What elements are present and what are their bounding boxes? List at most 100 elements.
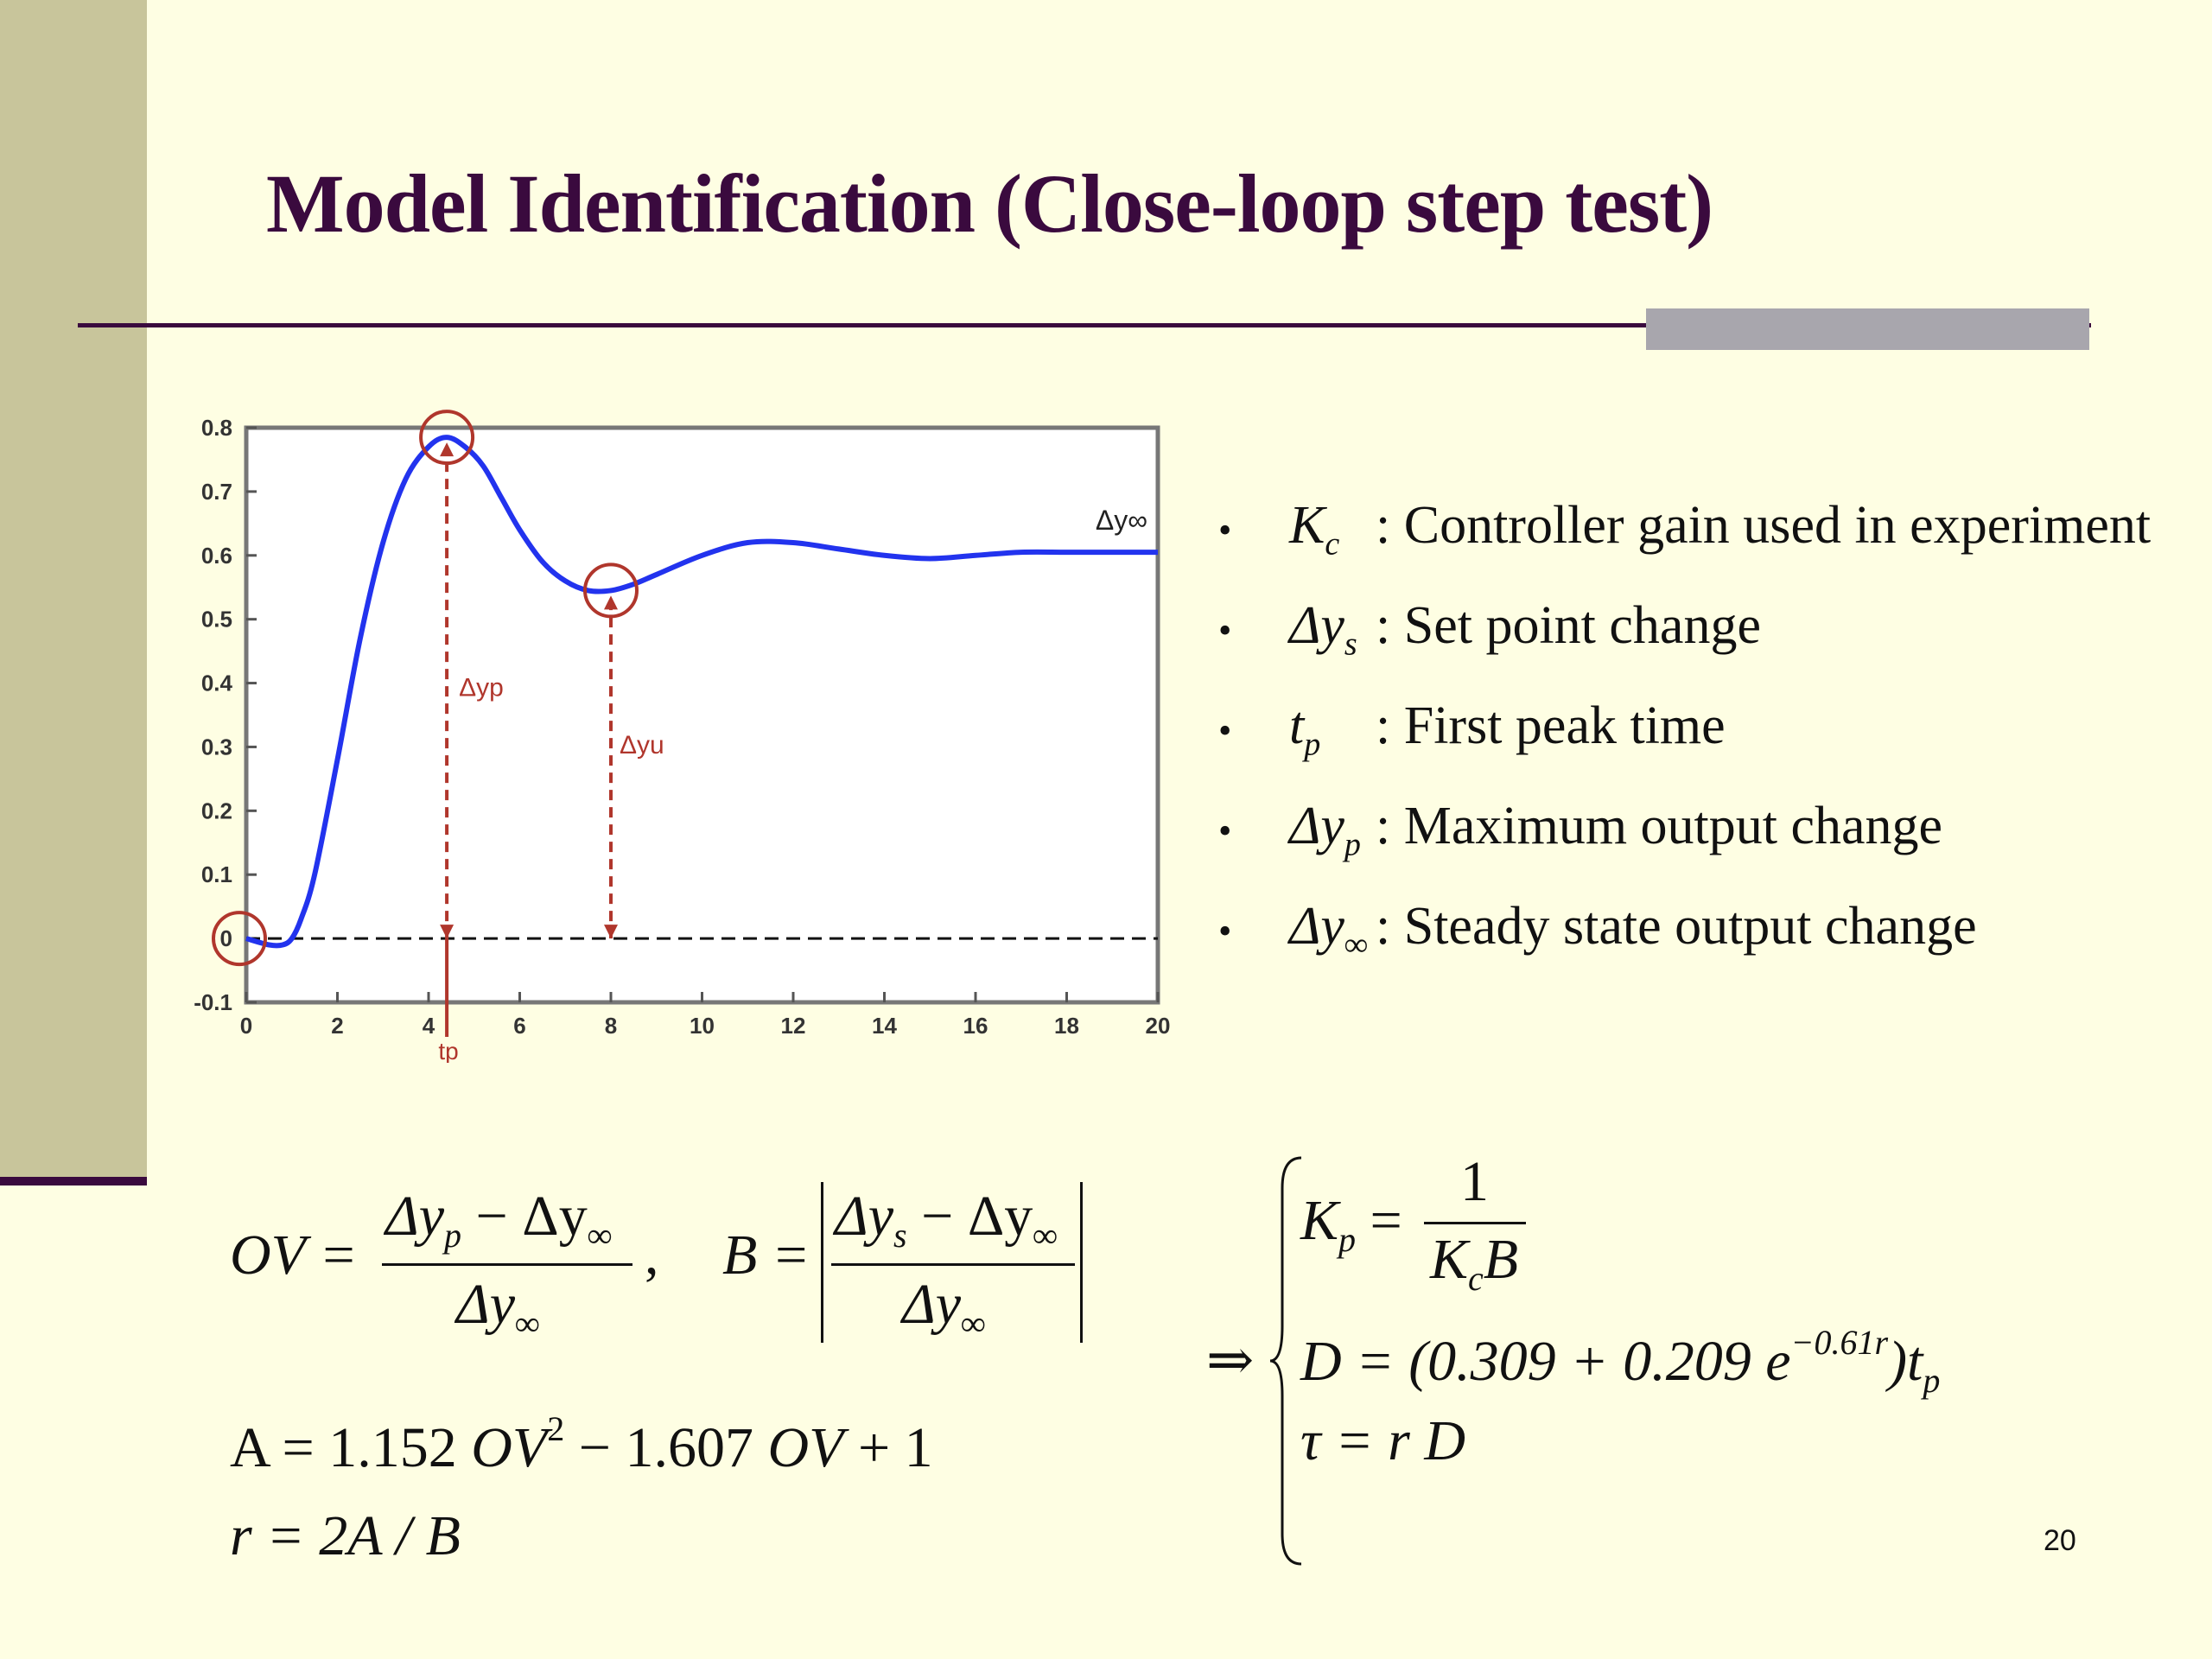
bullet-symbol: Δyp [1289, 789, 1376, 881]
annotation-arrowhead-up [604, 595, 618, 610]
x-tick-label: 0 [240, 1013, 252, 1039]
b-num-term1: Δy [835, 1185, 894, 1248]
a-equation: A = 1.152 OV2 − 1.607 OV + 1 [230, 1408, 933, 1481]
a-eq-ov2: OV [767, 1416, 844, 1479]
annotation-labels: Δyp Δyu tp Δy∞ [438, 505, 1147, 1063]
ov-num-sub2: ∞ [587, 1216, 613, 1255]
kp-denominator: KcB [1430, 1227, 1518, 1299]
tau-equation: τ = r D [1300, 1409, 1466, 1472]
ov-den-sub: ∞ [515, 1304, 540, 1343]
y-axis-ticks: -0.1 0 0.1 0.2 0.3 0.4 0.5 0.6 0.7 0.8 [194, 415, 257, 1015]
y-tick-label: 0.7 [201, 479, 232, 505]
x-tick-label: 10 [690, 1013, 715, 1039]
title-rule [78, 323, 2091, 327]
y-tick-label: 0 [220, 925, 232, 951]
symbol-sub: s [1344, 626, 1357, 663]
x-tick-label: 18 [1054, 1013, 1079, 1039]
b-num-sub2: ∞ [1033, 1216, 1058, 1255]
kp-symbol: K [1300, 1189, 1339, 1252]
kp-equals: = [1356, 1189, 1402, 1252]
bullet-tp: • tp: First peak time [1218, 689, 2151, 789]
symbol-sub: p [1304, 726, 1321, 763]
x-axis-ticks: 0 2 4 6 8 10 12 14 16 18 20 [240, 992, 1171, 1039]
ov-num-term2: − Δy [461, 1185, 588, 1248]
a-eq-part3: + 1 [843, 1416, 933, 1479]
y-tick-label: 0.5 [201, 607, 232, 632]
bullet-symbol: tp [1289, 689, 1376, 781]
kp-sub: p [1338, 1220, 1357, 1259]
symbol-text: Δy [1289, 897, 1344, 956]
annotation-arrowhead-down [440, 925, 454, 939]
ov-num-sub1: p [444, 1216, 462, 1255]
y-tick-label: 0.1 [201, 861, 232, 887]
x-tick-label: 14 [872, 1013, 897, 1039]
response-curve [245, 435, 1158, 949]
a-eq-sup: 2 [547, 1409, 565, 1448]
symbol-sub: ∞ [1344, 926, 1369, 963]
bullet-text: : Steady state output change [1376, 897, 1977, 956]
y-tick-label: 0.2 [201, 798, 232, 823]
bullet-dyinf: • Δy∞: Steady state output change [1218, 889, 2151, 989]
label-delta-yp: Δyp [459, 673, 504, 702]
bullet-dyp: • Δyp: Maximum output change [1218, 789, 2151, 889]
symbol-sub: p [1344, 826, 1361, 863]
x-tick-label: 20 [1146, 1013, 1171, 1039]
b-numerator: Δys − Δy∞ [835, 1184, 1058, 1255]
y-tick-label: 0.3 [201, 734, 232, 760]
bullet-text: : Set point change [1376, 596, 1761, 655]
bullet-dys: • Δys: Set point change [1218, 588, 2151, 689]
annotation-arrowhead-up [440, 442, 454, 457]
y-tick-label: -0.1 [194, 989, 232, 1015]
bullet-dot: • [1218, 508, 1232, 551]
symbol-text: Δy [1289, 797, 1344, 855]
a-eq-ov: OV [471, 1416, 548, 1479]
bullet-symbol: Kc [1289, 488, 1376, 581]
left-brace [1269, 1156, 1302, 1566]
d-eq-part1: D = (0.309 + 0.209 e [1300, 1330, 1791, 1393]
ov-lhs: OV = [230, 1224, 358, 1287]
plot-frame [244, 425, 1160, 1005]
kp-den-b: B [1483, 1228, 1519, 1291]
kp-lhs: Kp = [1300, 1188, 1402, 1260]
kp-den-k: K [1430, 1228, 1469, 1291]
bullet-symbol: Δy∞ [1289, 889, 1376, 982]
r-equation: r = 2A / B [230, 1504, 461, 1567]
b-den-sub: ∞ [961, 1304, 986, 1343]
b-den-term: Δy [902, 1273, 962, 1336]
symbol-text: t [1289, 696, 1305, 755]
label-delta-yinf: Δy∞ [1096, 505, 1147, 536]
highlight-circle [212, 911, 267, 967]
ov-comma: , [645, 1224, 659, 1287]
bullet-kc: • Kc: Controller gain used in experiment [1218, 488, 2151, 588]
b-lhs: B = [722, 1224, 810, 1287]
bullet-dot: • [1218, 608, 1232, 652]
b-num-sub1: s [893, 1216, 907, 1255]
ov-fraction-line [382, 1263, 632, 1266]
a-eq-part2: − 1.607 [564, 1416, 768, 1479]
bullet-text: : First peak time [1376, 696, 1726, 755]
kp-den-sub: c [1468, 1259, 1484, 1298]
x-tick-label: 16 [963, 1013, 988, 1039]
ov-numerator: Δyp − Δy∞ [385, 1184, 612, 1255]
x-tick-label: 8 [605, 1013, 617, 1039]
label-tp: tp [438, 1038, 458, 1063]
x-tick-label: 12 [781, 1013, 806, 1039]
bullet-text: : Maximum output change [1376, 797, 1943, 855]
title-accent-bar [1646, 308, 2089, 350]
bullet-symbol: Δys [1289, 588, 1376, 681]
page-number: 20 [2044, 1524, 2076, 1557]
kp-fraction-line [1424, 1222, 1526, 1224]
a-eq-part1: A = 1.152 [230, 1416, 472, 1479]
b-num-term2: − Δy [906, 1185, 1033, 1248]
b-denominator: Δy∞ [902, 1272, 986, 1344]
annotation-lines [440, 442, 618, 1037]
ov-den-term: Δy [456, 1273, 516, 1336]
highlight-circle [583, 563, 639, 619]
y-tick-label: 0.8 [201, 415, 232, 441]
step-response-chart: -0.1 0 0.1 0.2 0.3 0.4 0.5 0.6 0.7 0.8 0 2 4 6 8 10 12 1… [194, 410, 1171, 1063]
y-tick-label: 0.6 [201, 543, 232, 569]
symbol-text: Δy [1289, 596, 1344, 655]
d-eq-part2: )t [1888, 1330, 1923, 1393]
b-fraction-line [831, 1263, 1075, 1266]
x-tick-label: 6 [513, 1013, 525, 1039]
